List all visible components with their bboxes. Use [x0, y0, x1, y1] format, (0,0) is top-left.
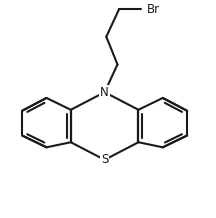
Text: Br: Br [147, 3, 160, 15]
Text: N: N [100, 86, 109, 99]
Text: S: S [101, 153, 108, 166]
